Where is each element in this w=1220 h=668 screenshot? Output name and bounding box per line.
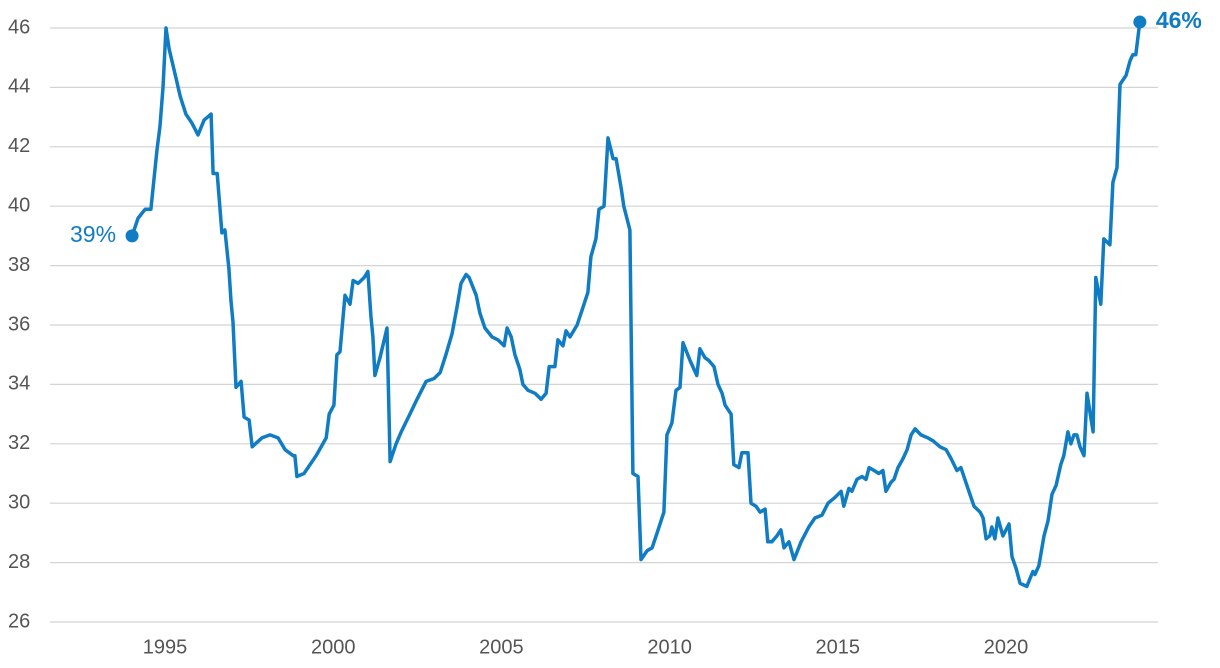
data-line [130, 21, 1142, 589]
y-tick-label: 26 [8, 610, 30, 632]
x-tick-label: 2000 [311, 636, 356, 658]
y-tick-label: 32 [8, 432, 30, 454]
y-tick-label: 30 [8, 491, 30, 513]
point-label: 39% [70, 221, 116, 247]
point-label: 46% [1156, 7, 1202, 33]
x-tick-label: 1995 [143, 636, 188, 658]
x-tick-label: 2005 [479, 636, 524, 658]
y-tick-label: 38 [8, 254, 30, 276]
y-tick-label: 44 [8, 76, 30, 98]
y-tick-label: 42 [8, 135, 30, 157]
y-tick-label: 40 [8, 194, 30, 216]
end-point [125, 229, 139, 243]
y-tick-label: 36 [8, 313, 30, 335]
end-point [1133, 15, 1147, 29]
y-tick-label: 46 [8, 16, 30, 38]
y-tick-label: 28 [8, 551, 30, 573]
x-tick-label: 2015 [816, 636, 861, 658]
y-tick-label: 34 [8, 373, 30, 395]
x-tick-label: 2010 [647, 636, 692, 658]
x-tick-label: 2020 [984, 636, 1029, 658]
